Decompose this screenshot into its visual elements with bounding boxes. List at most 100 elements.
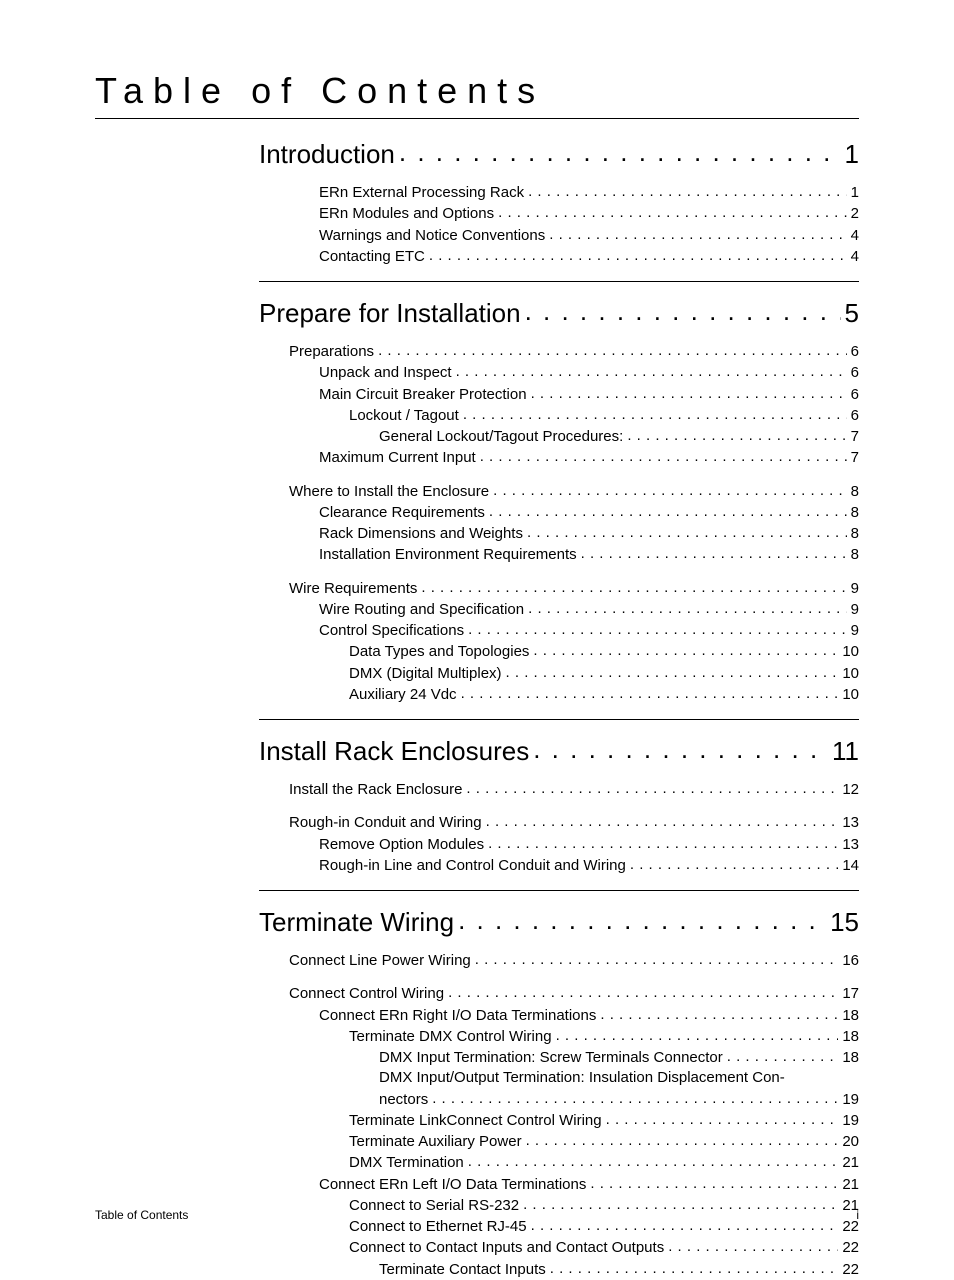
toc-entry-label: Terminate LinkConnect Control Wiring [349, 1111, 602, 1131]
toc-entry: DMX Input/Output Termination: Insulation… [379, 1068, 859, 1088]
toc-leader [475, 950, 839, 965]
toc-entry-label: ERn Modules and Options [319, 204, 494, 224]
toc-entry-page: 5 [845, 298, 859, 329]
toc-entry-continuation: nectors 19 [379, 1089, 859, 1110]
toc-entry: Connect Control Wiring17 [289, 983, 859, 1004]
toc-entry-label: Remove Option Modules [319, 835, 484, 855]
toc-entry-label: Main Circuit Breaker Protection [319, 385, 527, 405]
toc-leader [378, 341, 847, 356]
toc-entry-label: Install Rack Enclosures [259, 736, 529, 767]
toc-entry-page: 8 [851, 545, 859, 565]
toc-entry: Data Types and Topologies10 [349, 641, 859, 662]
toc-leader [432, 1089, 838, 1104]
toc-entry: Remove Option Modules 13 [319, 834, 859, 855]
toc-entry: Preparations6 [289, 341, 859, 362]
toc-entry-page: 12 [842, 780, 859, 800]
page-footer: Table of Contents i [95, 1208, 859, 1222]
toc-leader [463, 405, 847, 420]
toc-entry-page: 1 [845, 139, 859, 170]
toc-leader [456, 362, 847, 377]
toc-entry: Install the Rack Enclosure12 [289, 779, 859, 800]
toc-leader [668, 1237, 838, 1252]
toc-entry: Warnings and Notice Conventions 4 [319, 225, 859, 246]
toc-entry: Terminate Contact Inputs22 [379, 1259, 859, 1280]
toc-entry: Where to Install the Enclosure8 [289, 481, 859, 502]
toc-leader [468, 620, 847, 635]
toc-entry: Terminate Auxiliary Power20 [349, 1131, 859, 1152]
toc-leader [488, 834, 838, 849]
toc-entry-page: 2 [851, 204, 859, 224]
toc-entry-page: 18 [842, 1027, 859, 1047]
toc-leader [549, 225, 846, 240]
toc-entry-page: 18 [842, 1006, 859, 1026]
toc-section-block: Connect Line Power Wiring16Connect Contr… [259, 950, 859, 1280]
toc-leader [627, 426, 846, 441]
toc-group: Wire Requirements9Wire Routing and Speci… [259, 578, 859, 706]
toc-entry-label: Control Specifications [319, 621, 464, 641]
toc-leader [466, 779, 838, 794]
section-rule [259, 719, 859, 720]
toc-entry-label: Terminate DMX Control Wiring [349, 1027, 552, 1047]
toc-entry-page: 10 [842, 664, 859, 684]
toc-entry: Clearance Requirements8 [319, 502, 859, 523]
toc-entry-label: Warnings and Notice Conventions [319, 226, 545, 246]
toc-leader [550, 1259, 839, 1274]
toc-entry-page: 20 [842, 1132, 859, 1152]
toc-entry: ERn External Processing Rack1 [319, 182, 859, 203]
toc-entry: DMX (Digital Multiplex)10 [349, 663, 859, 684]
toc-entry-page: 9 [851, 579, 859, 599]
page: Table of Contents Introduction1ERn Exter… [0, 0, 954, 1272]
toc-group: Where to Install the Enclosure8Clearance… [259, 481, 859, 566]
toc-entry: Auxiliary 24 Vdc10 [349, 684, 859, 705]
toc-entry-page: 11 [832, 736, 859, 767]
title-rule [95, 118, 859, 119]
toc-leader [506, 663, 839, 678]
toc-entry: Wire Routing and Specification 9 [319, 599, 859, 620]
toc-entry-label: Auxiliary 24 Vdc [349, 685, 457, 705]
toc-entry: Connect ERn Left I/O Data Terminations21 [319, 1174, 859, 1195]
toc-leader [590, 1174, 838, 1189]
toc-entry-label: ERn External Processing Rack [319, 183, 524, 203]
toc-entry-label: DMX Termination [349, 1153, 464, 1173]
toc-entry: Control Specifications9 [319, 620, 859, 641]
toc-leader [421, 578, 846, 593]
toc-entry: Connect to Contact Inputs and Contact Ou… [349, 1237, 859, 1258]
footer-left: Table of Contents [95, 1208, 188, 1222]
toc-entry-label: Connect Line Power Wiring [289, 951, 471, 971]
toc-entry-page: 9 [851, 600, 859, 620]
toc-entry-page: 13 [842, 835, 859, 855]
toc-entry: Contacting ETC4 [319, 246, 859, 267]
toc-entry: General Lockout/Tagout Procedures:7 [379, 426, 859, 447]
toc-leader [489, 502, 847, 517]
toc-leader [533, 641, 838, 656]
toc-leader [493, 481, 847, 496]
toc-entry-page: 8 [851, 524, 859, 544]
toc-entry: ERn Modules and Options 2 [319, 203, 859, 224]
toc-entry-page: 19 [842, 1090, 859, 1110]
toc-entry-page: 8 [851, 503, 859, 523]
toc-entry-page: 6 [851, 363, 859, 383]
toc-entry: Rough-in Line and Control Conduit and Wi… [319, 855, 859, 876]
toc-entry-label: Wire Routing and Specification [319, 600, 524, 620]
toc-entry: Maximum Current Input7 [319, 447, 859, 468]
toc-entry-label: Terminate Contact Inputs [379, 1260, 546, 1280]
toc-entry: DMX Termination21 [349, 1152, 859, 1173]
toc-entry-label: Preparations [289, 342, 374, 362]
toc-entry-page: 21 [842, 1175, 859, 1195]
toc-section-block: Install the Rack Enclosure12 Rough-in Con… [259, 779, 859, 876]
toc-entry: Rough-in Conduit and Wiring13 [289, 812, 859, 833]
toc-entry-label: Where to Install the Enclosure [289, 482, 489, 502]
toc-leader [486, 812, 839, 827]
toc-entry-label: Data Types and Topologies [349, 642, 529, 662]
toc-entry: Terminate LinkConnect Control Wiring19 [349, 1110, 859, 1131]
toc-entry-page: 4 [851, 226, 859, 246]
toc-entry-label: Connect ERn Right I/O Data Terminations [319, 1006, 596, 1026]
toc-group: ERn External Processing Rack1ERn Modules… [259, 182, 859, 267]
toc-entry: Wire Requirements9 [289, 578, 859, 599]
page-title: Table of Contents [95, 70, 859, 112]
toc-entry-label: Rough-in Line and Control Conduit and Wi… [319, 856, 626, 876]
toc-leader [600, 1005, 838, 1020]
toc-entry-label: nectors [379, 1090, 428, 1110]
toc-leader [448, 983, 838, 998]
toc-entry: DMX Input Termination: Screw Terminals C… [379, 1047, 859, 1068]
